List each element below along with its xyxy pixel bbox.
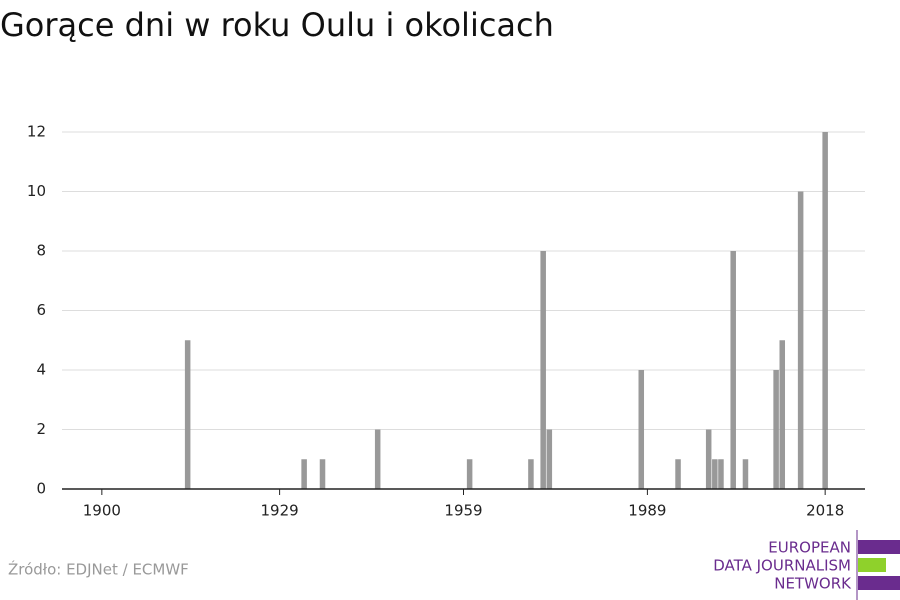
bar (712, 459, 718, 489)
y-tick-label: 4 (36, 361, 46, 379)
bar (797, 191, 804, 489)
source: Źródło: EDJNet / ECMWF (8, 560, 189, 579)
bar (718, 459, 724, 489)
y-tick-label: 10 (27, 182, 46, 200)
logo-bar (858, 540, 900, 554)
bar (675, 459, 681, 489)
bar (301, 459, 307, 489)
x-tick-label: 1989 (628, 502, 666, 520)
bar (528, 459, 534, 489)
y-tick-label: 0 (36, 480, 46, 498)
x-tick-label: 1959 (444, 502, 482, 520)
y-tick-label: 6 (36, 301, 46, 319)
bar (705, 429, 712, 489)
bar (540, 251, 546, 489)
x-tick-label: 2018 (806, 502, 844, 520)
y-tick-label: 2 (36, 420, 46, 438)
x-tick-label: 1900 (83, 502, 121, 520)
y-tick-label: 8 (36, 242, 46, 260)
chart-title: Gorące dni w roku Oulu i okolicach (0, 6, 554, 44)
bar (184, 340, 191, 489)
logo-bar (858, 576, 900, 590)
bar (374, 429, 381, 489)
bar (742, 459, 749, 489)
bar (822, 132, 828, 489)
bar (779, 340, 786, 489)
bar (546, 429, 553, 489)
logo-text: NETWORK (774, 575, 852, 593)
logo-text: EUROPEAN (768, 539, 851, 557)
y-tick-label: 12 (27, 123, 46, 141)
logo-bar (858, 558, 886, 572)
bar (773, 370, 779, 489)
x-tick-label: 1929 (261, 502, 299, 520)
logo-text: DATA JOURNALISM (713, 557, 851, 575)
bar (638, 370, 645, 489)
bar (730, 251, 736, 489)
bar (466, 459, 473, 489)
bar (319, 459, 326, 489)
